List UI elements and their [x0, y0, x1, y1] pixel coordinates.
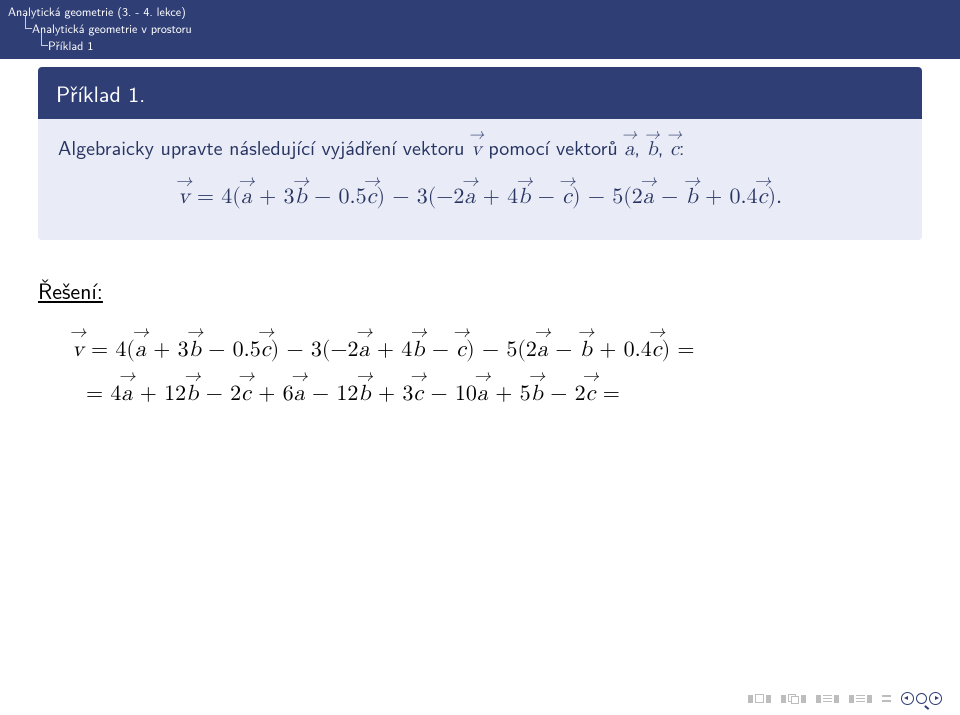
go-forward-icon[interactable] — [929, 692, 942, 705]
block-title-text: Příklad 1. — [56, 77, 145, 109]
next-section-icon[interactable] — [834, 695, 839, 703]
solution-heading-text: Řešení: — [38, 274, 103, 306]
next-subsection-icon[interactable] — [801, 695, 806, 703]
section-nav-group — [816, 695, 839, 703]
tree-branch-icon — [22, 22, 32, 34]
solution-line-2: = 4a + 12b − 2c + 6a − 12b + 3c − 10a + … — [72, 372, 922, 416]
breadcrumb-level-2-text[interactable]: Analytická geometrie v prostoru — [32, 20, 192, 37]
breadcrumb-header: Analytická geometrie (3. - 4. lekce) Ana… — [0, 0, 960, 59]
block-body-text-1: Algebraicky upravte následující vyjádřen… — [58, 133, 471, 162]
block-body-text-2: pomocí vektorů — [482, 133, 625, 162]
tree-branch-icon — [38, 39, 48, 51]
appendix-icon[interactable] — [882, 695, 891, 702]
beamer-nav-footer — [748, 692, 942, 705]
solution-equation: v = 4(a + 3b − 0.5c) − 3(−2a + 4b − c) −… — [72, 328, 922, 416]
prev-presentation-icon[interactable] — [849, 695, 854, 703]
presentation-nav-group — [849, 695, 872, 703]
search-icon[interactable] — [916, 693, 927, 704]
prev-section-icon[interactable] — [816, 695, 821, 703]
next-presentation-icon[interactable] — [867, 695, 872, 703]
go-back-icon[interactable] — [901, 692, 914, 705]
control-group — [901, 692, 942, 705]
section-icon[interactable] — [823, 695, 832, 703]
breadcrumb-level-3: Příklad 1 — [0, 37, 960, 54]
problem-equation: v = 4(a + 3b − 0.5c) − 3(−2a + 4b − c) −… — [58, 184, 902, 210]
breadcrumb-level-3-text[interactable]: Příklad 1 — [48, 37, 93, 54]
block-title: Příklad 1. — [38, 67, 922, 119]
breadcrumb-level-2: Analytická geometrie v prostoru — [0, 20, 960, 37]
prev-frame-icon[interactable] — [748, 695, 753, 703]
block-body: Algebraicky upravte následující vyjádřen… — [38, 119, 922, 240]
next-frame-icon[interactable] — [766, 695, 771, 703]
subsection-icon[interactable] — [788, 694, 799, 704]
frame-nav-group — [748, 694, 771, 703]
prev-subsection-icon[interactable] — [781, 695, 786, 703]
subsection-nav-group — [781, 694, 806, 704]
breadcrumb-level-1-text[interactable]: Analytická geometrie (3. - 4. lekce) — [8, 3, 186, 20]
slide-body: Příklad 1. Algebraicky upravte následují… — [0, 59, 960, 416]
solution-heading: Řešení: — [38, 274, 922, 306]
presentation-icon[interactable] — [856, 695, 865, 703]
frame-icon[interactable] — [755, 694, 764, 703]
example-block: Příklad 1. Algebraicky upravte následují… — [38, 67, 922, 240]
breadcrumb-level-1: Analytická geometrie (3. - 4. lekce) — [0, 3, 960, 20]
